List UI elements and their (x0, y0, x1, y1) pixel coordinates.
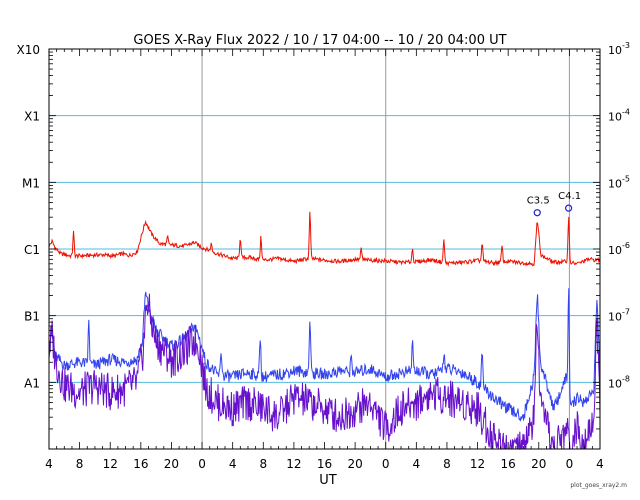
chart-title: GOES X-Ray Flux 2022 / 10 / 17 04:00 -- … (133, 33, 506, 48)
x-tick-label: 0 (382, 457, 390, 471)
flare-marker (533, 209, 541, 217)
y-right-tick-label: 10-5 (608, 174, 630, 190)
x-tick-label: 20 (164, 457, 179, 471)
x-tick-label: 16 (501, 457, 516, 471)
x-tick-label: 0 (198, 457, 206, 471)
x-tick-label: 0 (566, 457, 574, 471)
x-tick-label: 12 (286, 457, 301, 471)
flare-label: C3.5 (527, 196, 550, 207)
x-tick-label: 16 (133, 457, 148, 471)
y-right-tick-base: 10 (608, 177, 622, 190)
y-right-tick-exponent: -7 (622, 308, 630, 317)
y-right-tick-base: 10 (608, 377, 622, 390)
y-left-tick-label: A1 (24, 376, 40, 390)
x-tick-label: 20 (531, 457, 546, 471)
series-line-1 (48, 288, 601, 422)
x-axis-title: UT (319, 473, 337, 488)
y-right-tick-exponent: -5 (622, 174, 630, 183)
y-right-tick-base: 10 (608, 111, 622, 124)
y-left-tick-label: B1 (24, 310, 40, 324)
x-tick-label: 20 (347, 457, 362, 471)
y-left-tick-label: X10 (17, 43, 41, 57)
x-tick-label: 4 (413, 457, 421, 471)
y-right-tick-base: 10 (608, 311, 622, 324)
y-left-tick-label: C1 (24, 243, 40, 257)
x-tick-label: 16 (317, 457, 332, 471)
y-right-tick-exponent: -4 (622, 108, 630, 117)
x-tick-label: 8 (443, 457, 451, 471)
x-tick-label: 12 (470, 457, 485, 471)
y-right-tick-label: 10-6 (608, 241, 630, 257)
x-tick-label: 8 (259, 457, 267, 471)
flare-marker (565, 204, 573, 212)
y-right-tick-exponent: -8 (622, 374, 630, 383)
y-right-tick-label: 10-7 (608, 308, 630, 324)
y-right-tick-base: 10 (608, 244, 622, 257)
series-line-0 (48, 211, 601, 267)
x-tick-label: 4 (229, 457, 237, 471)
y-right-tick-label: 10-4 (608, 108, 630, 124)
y-left-tick-label: M1 (22, 176, 40, 190)
y-left-tick-label: X1 (24, 110, 40, 124)
x-tick-label: 8 (76, 457, 84, 471)
y-right-tick-base: 10 (608, 44, 622, 57)
x-tick-label: 4 (596, 457, 604, 471)
data-layer: C3.5 C4.1 (48, 191, 601, 450)
credit-text: plot_goes_xray2.m (570, 482, 627, 489)
flare-label: C4.1 (558, 191, 581, 202)
y-right-tick-label: 10-3 (608, 41, 630, 57)
y-right-tick-label: 10-8 (608, 374, 630, 390)
x-tick-label: 4 (45, 457, 53, 471)
y-right-tick-exponent: -6 (622, 241, 630, 250)
x-tick-label: 12 (103, 457, 118, 471)
y-right-tick-exponent: -3 (622, 41, 630, 50)
